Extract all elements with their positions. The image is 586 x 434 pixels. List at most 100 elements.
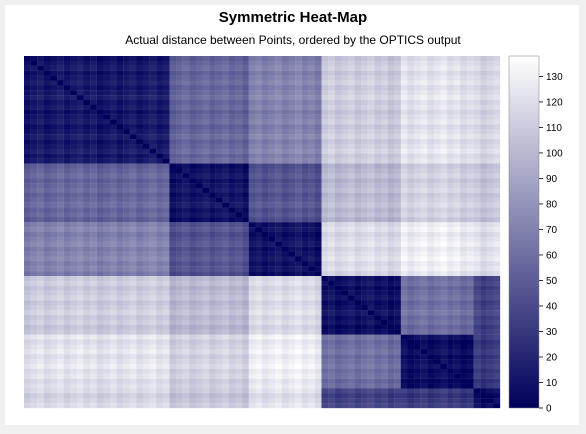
- heatmap-cell: [341, 364, 349, 370]
- heatmap-cell: [182, 285, 190, 291]
- heatmap-cell: [90, 139, 97, 145]
- heatmap-cell: [63, 383, 71, 389]
- heatmap-cell: [361, 285, 368, 291]
- heatmap-cell: [215, 280, 223, 286]
- heatmap-cell: [143, 251, 150, 257]
- heatmap-cell: [76, 119, 84, 125]
- heatmap-cell: [43, 364, 51, 370]
- heatmap-cell: [381, 173, 388, 179]
- heatmap-cell: [328, 90, 335, 96]
- heatmap-cell: [381, 104, 388, 110]
- heatmap-cell: [466, 90, 474, 96]
- heatmap-cell: [367, 285, 375, 291]
- heatmap-cell: [433, 354, 441, 360]
- heatmap-cell: [143, 227, 150, 233]
- heatmap-cell: [57, 119, 64, 125]
- heatmap-cell: [414, 227, 421, 233]
- heatmap-cell: [149, 65, 157, 71]
- heatmap-cell: [334, 324, 342, 330]
- heatmap-cell: [202, 212, 210, 218]
- heatmap-cell: [281, 153, 289, 159]
- heatmap-cell: [242, 114, 249, 120]
- heatmap-cell: [63, 339, 71, 345]
- heatmap-cell: [447, 163, 454, 169]
- heatmap-cell: [242, 280, 249, 286]
- heatmap-cell: [50, 119, 58, 125]
- heatmap-cell: [30, 56, 38, 62]
- heatmap-cell: [83, 280, 91, 286]
- heatmap-cell: [381, 373, 388, 379]
- heatmap-cell: [473, 148, 481, 154]
- heatmap-cell: [222, 163, 230, 169]
- heatmap-cell: [156, 232, 163, 238]
- heatmap-cell: [262, 373, 269, 379]
- heatmap-cell: [314, 324, 322, 330]
- heatmap-cell: [288, 246, 296, 252]
- heatmap-cell: [301, 305, 309, 311]
- heatmap-cell: [24, 222, 31, 228]
- heatmap-cell: [103, 100, 111, 106]
- heatmap-cell: [314, 124, 322, 130]
- heatmap-cell: [149, 139, 157, 145]
- heatmap-cell: [314, 192, 322, 198]
- heatmap-cell: [90, 95, 97, 101]
- heatmap-cell: [90, 70, 97, 76]
- heatmap-cell: [103, 202, 111, 208]
- heatmap-cell: [427, 349, 435, 355]
- heatmap-cell: [116, 232, 124, 238]
- heatmap-cell: [83, 134, 91, 140]
- heatmap-cell: [400, 95, 408, 101]
- heatmap-cell: [473, 139, 481, 145]
- heatmap-cell: [394, 75, 401, 81]
- heatmap-cell: [169, 329, 177, 335]
- heatmap-cell: [453, 60, 461, 66]
- heatmap-cell: [334, 75, 342, 81]
- heatmap-cell: [109, 349, 117, 355]
- heatmap-cell: [301, 295, 309, 301]
- heatmap-cell: [381, 188, 388, 194]
- heatmap-cell: [176, 183, 183, 189]
- heatmap-cell: [480, 70, 487, 76]
- heatmap-cell: [116, 124, 124, 130]
- heatmap-cell: [109, 285, 117, 291]
- heatmap-cell: [109, 217, 117, 223]
- heatmap-cell: [361, 344, 368, 350]
- heatmap-cell: [149, 119, 157, 125]
- heatmap-cell: [334, 354, 342, 360]
- heatmap-cell: [228, 192, 236, 198]
- heatmap-cell: [288, 134, 296, 140]
- heatmap-cell: [123, 192, 130, 198]
- heatmap-cell: [109, 119, 117, 125]
- heatmap-cell: [143, 212, 150, 218]
- heatmap-cell: [90, 344, 97, 350]
- heatmap-cell: [381, 349, 388, 355]
- heatmap-cell: [427, 163, 435, 169]
- heatmap-cell: [262, 134, 269, 140]
- heatmap-cell: [414, 168, 421, 174]
- heatmap-cell: [189, 139, 197, 145]
- heatmap-cell: [440, 246, 448, 252]
- heatmap-cell: [486, 153, 494, 159]
- heatmap-cell: [96, 271, 104, 277]
- heatmap-cell: [308, 246, 316, 252]
- heatmap-cell: [149, 364, 157, 370]
- heatmap-cell: [361, 75, 368, 81]
- heatmap-cell: [189, 324, 197, 330]
- heatmap-cell: [341, 158, 349, 164]
- heatmap-cell: [361, 178, 368, 184]
- heatmap-cell: [70, 227, 78, 233]
- heatmap-cell: [321, 349, 329, 355]
- heatmap-cell: [50, 158, 58, 164]
- heatmap-cell: [43, 236, 51, 242]
- heatmap-cell: [473, 236, 481, 242]
- heatmap-cell: [242, 148, 249, 154]
- heatmap-cell: [367, 305, 375, 311]
- heatmap-cell: [328, 119, 335, 125]
- heatmap-cell: [103, 227, 111, 233]
- heatmap-cell: [281, 236, 289, 242]
- heatmap-cell: [453, 251, 461, 257]
- heatmap-cell: [387, 324, 395, 330]
- heatmap-cell: [30, 95, 38, 101]
- heatmap-cell: [57, 104, 64, 110]
- heatmap-cell: [308, 251, 316, 257]
